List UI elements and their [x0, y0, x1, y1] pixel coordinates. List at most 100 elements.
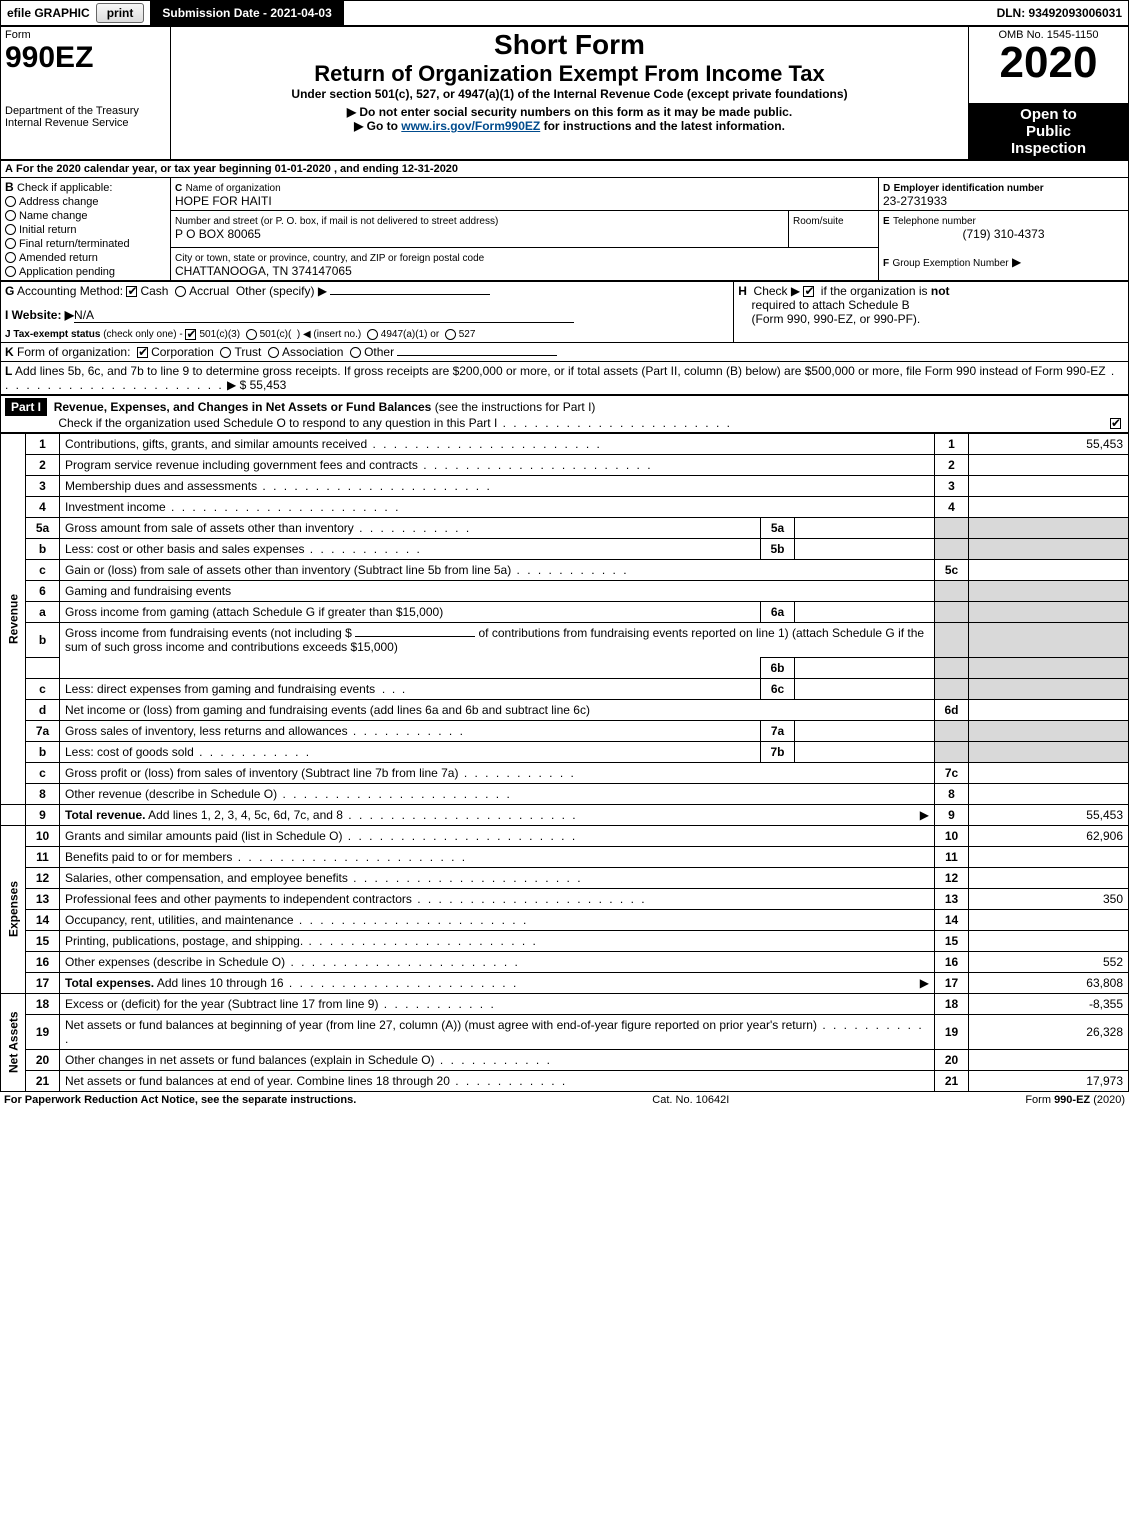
opt-4947: 4947(a)(1) or [381, 329, 439, 340]
line-J: J Tax-exempt status (check only one) - 5… [5, 329, 729, 340]
l4-text: Investment income [65, 500, 166, 514]
l6-num: 6 [26, 580, 60, 601]
inspection-box: Open to Public Inspection [969, 103, 1129, 159]
line-D-label: Employer identification number [894, 183, 1044, 194]
chk-address-change[interactable] [5, 196, 16, 207]
l7a-val [969, 720, 1129, 741]
line-H-not: not [931, 284, 950, 298]
l21-val: 17,973 [969, 1070, 1129, 1091]
part-I-title: Revenue, Expenses, and Changes in Net As… [54, 400, 432, 414]
chk-4947[interactable] [367, 329, 378, 340]
l6b-valx [969, 622, 1129, 657]
l6b-amount-field[interactable] [355, 636, 475, 637]
l5a-col [935, 517, 969, 538]
line-I: I Website: ▶N/A [5, 308, 729, 323]
footer-left: For Paperwork Reduction Act Notice, see … [4, 1094, 356, 1106]
l7a-col [935, 720, 969, 741]
chk-trust[interactable] [220, 347, 231, 358]
l5b-inval [795, 538, 935, 559]
dln-number: DLN: 93492093006031 [997, 6, 1128, 20]
goto-post: for instructions and the latest informat… [540, 119, 785, 133]
l5a-num: 5a [26, 517, 60, 538]
chk-name-change[interactable] [5, 210, 16, 221]
chk-527[interactable] [445, 329, 456, 340]
l6b-val [969, 657, 1129, 678]
l7a-inval [795, 720, 935, 741]
l1-text: Contributions, gifts, grants, and simila… [65, 437, 367, 451]
opt-trust: Trust [234, 345, 261, 359]
l7a-box: 7a [761, 720, 795, 741]
chk-501c3[interactable] [185, 329, 196, 340]
l17-arrow: ▶ [920, 976, 929, 990]
line-H-pre: Check ▶ [754, 284, 804, 298]
other-org-field[interactable] [397, 355, 557, 356]
chk-schedule-o[interactable] [1110, 418, 1121, 429]
line-C-label: Name of organization [186, 183, 281, 194]
opt-amended-return: Amended return [19, 252, 98, 264]
chk-initial-return[interactable] [5, 224, 16, 235]
city-value: CHATTANOOGA, TN 374147065 [175, 264, 352, 278]
other-specify-field[interactable] [330, 294, 490, 295]
part-I-check: Check if the organization used Schedule … [58, 416, 497, 430]
l19-col: 19 [935, 1014, 969, 1049]
chk-cash[interactable] [126, 286, 137, 297]
l7c-val [969, 762, 1129, 783]
chk-corporation[interactable] [137, 347, 148, 358]
l5c-col: 5c [935, 559, 969, 580]
line-L-text: Add lines 5b, 6c, and 7b to line 9 to de… [15, 364, 1106, 378]
entity-block: A For the 2020 calendar year, or tax yea… [0, 160, 1129, 281]
chk-association[interactable] [268, 347, 279, 358]
l5c-text: Gain or (loss) from sale of assets other… [65, 563, 511, 577]
part-I-label: Part I [5, 398, 47, 416]
l12-text: Salaries, other compensation, and employ… [65, 871, 348, 885]
addr-label: Number and street (or P. O. box, if mail… [175, 216, 498, 227]
l6a-num: a [26, 601, 60, 622]
form-number: 990EZ [5, 41, 166, 75]
chk-amended-return[interactable] [5, 252, 16, 263]
l20-text: Other changes in net assets or fund bala… [65, 1053, 435, 1067]
irs-link[interactable]: www.irs.gov/Form990EZ [401, 119, 540, 133]
inspect-1: Open to [973, 106, 1124, 123]
l6b-num: b [26, 622, 60, 657]
l19-num: 19 [26, 1014, 60, 1049]
l6c-text: Less: direct expenses from gaming and fu… [65, 682, 375, 696]
opt-501c3: 501(c)(3) [199, 329, 240, 340]
chk-accrual[interactable] [175, 286, 186, 297]
opt-name-change: Name change [19, 210, 88, 222]
l7b-num: b [26, 741, 60, 762]
main-title: Return of Organization Exempt From Incom… [175, 61, 964, 87]
l8-text: Other revenue (describe in Schedule O) [65, 787, 277, 801]
l15-col: 15 [935, 930, 969, 951]
l16-num: 16 [26, 951, 60, 972]
l14-text: Occupancy, rent, utilities, and maintena… [65, 913, 294, 927]
l5c-val [969, 559, 1129, 580]
l15-val [969, 930, 1129, 951]
website-value: N/A [74, 308, 94, 322]
l4-val [969, 496, 1129, 517]
inspect-3: Inspection [973, 140, 1124, 157]
l9-num: 9 [26, 804, 60, 825]
chk-schedule-b[interactable] [803, 286, 814, 297]
line-B: B Check if applicable: Address change Na… [1, 177, 171, 280]
l1-col: 1 [935, 433, 969, 454]
l9-text: Add lines 1, 2, 3, 4, 5c, 6d, 7c, and 8 [148, 808, 343, 822]
chk-501c[interactable] [246, 329, 257, 340]
l9-bold: Total revenue. [65, 808, 145, 822]
ghijkl-block: G Accounting Method: Cash Accrual Other … [0, 281, 1129, 395]
print-button[interactable]: print [96, 3, 145, 23]
part1-header: Part I Revenue, Expenses, and Changes in… [0, 395, 1129, 433]
chk-other-org[interactable] [350, 347, 361, 358]
submission-date: Submission Date - 2021-04-03 [150, 1, 343, 25]
short-form-title: Short Form [175, 29, 964, 61]
chk-final-return[interactable] [5, 238, 16, 249]
l9-arrow: ▶ [920, 808, 929, 822]
footer-right-bold: 990-EZ [1054, 1094, 1090, 1106]
form-word: Form [5, 29, 166, 41]
l13-col: 13 [935, 888, 969, 909]
footer-right-post: (2020) [1090, 1094, 1125, 1106]
l6b-num2 [26, 657, 60, 678]
lines-table: Revenue 1 Contributions, gifts, grants, … [0, 433, 1129, 1092]
l14-val [969, 909, 1129, 930]
l6d-text: Net income or (loss) from gaming and fun… [60, 699, 935, 720]
chk-application-pending[interactable] [5, 266, 16, 277]
